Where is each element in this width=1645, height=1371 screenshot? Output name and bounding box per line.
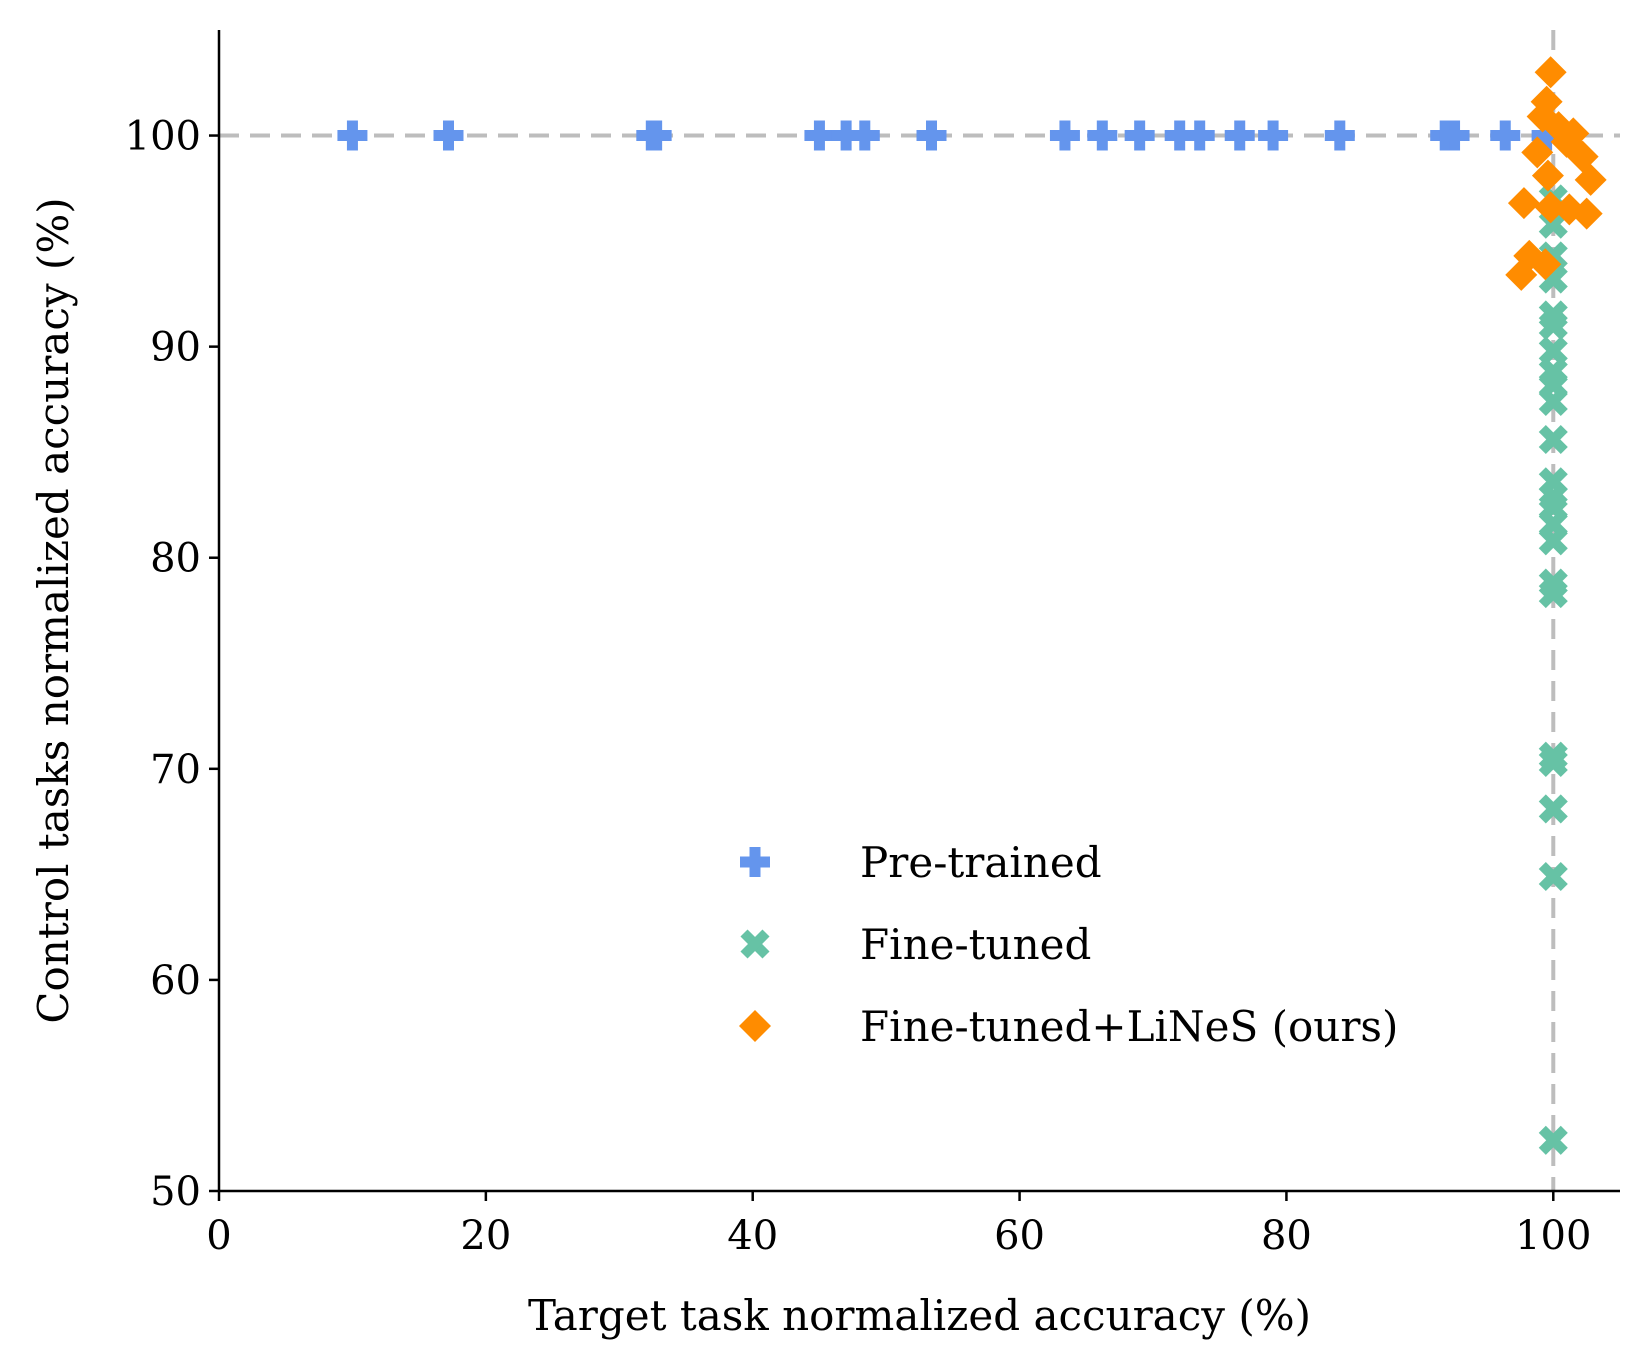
- x-tick-label: 60: [994, 1213, 1045, 1259]
- diamond-data-point: [1531, 159, 1564, 192]
- plus-data-point: [1049, 120, 1080, 151]
- plus-data-point: [1490, 120, 1521, 151]
- diamond-data-point: [1574, 163, 1607, 196]
- x-data-point: [1538, 424, 1568, 455]
- plus-data-point: [641, 120, 672, 151]
- legend-diamond-marker: [739, 1010, 771, 1042]
- legend-x-marker: [740, 929, 770, 959]
- x-marker-stroke: [1538, 424, 1568, 455]
- y-tick-label: 100: [125, 114, 201, 160]
- plus-data-point: [1087, 120, 1118, 151]
- ticks: 0 20 40 60 80 100 50 60 70 80 90 100: [125, 114, 1592, 1259]
- y-tick-label: 60: [150, 958, 201, 1004]
- y-tick-label: 70: [150, 747, 201, 793]
- x-data-point: [1538, 747, 1568, 778]
- x-data-point: [1538, 310, 1568, 341]
- plus-data-point: [1184, 120, 1215, 151]
- series-plus: [337, 120, 1562, 151]
- x-axis-label: Target task normalized accuracy (%): [528, 1291, 1311, 1340]
- diamond-data-point: [1534, 191, 1567, 224]
- y-axis-label: Control tasks normalized accuracy (%): [29, 197, 78, 1023]
- plus-data-point: [804, 120, 835, 151]
- plus-data-point: [1439, 120, 1470, 151]
- diamond-data-point: [1570, 197, 1603, 230]
- legend-item: Fine-tuned: [740, 920, 1091, 969]
- legend-plus-marker: [740, 847, 770, 877]
- plus-data-point: [337, 120, 368, 151]
- x-data-point: [1538, 579, 1568, 609]
- plus-data-point: [1124, 120, 1155, 151]
- x-tick-label: 0: [206, 1213, 231, 1259]
- x-marker-stroke: [1538, 209, 1568, 239]
- legend: Pre-trained Fine-tuned Fine-tuned+LiNeS (o…: [739, 838, 1398, 1051]
- x-data-point: [1538, 861, 1568, 892]
- plus-data-point: [916, 120, 947, 151]
- x-marker-stroke: [1538, 747, 1568, 778]
- legend-item: Fine-tuned+LiNeS (ours): [739, 1002, 1398, 1051]
- legend-label: Fine-tuned: [860, 920, 1091, 969]
- plus-data-point: [831, 120, 862, 151]
- x-data-point: [1538, 794, 1568, 824]
- diamond-data-point: [1505, 258, 1538, 291]
- x-marker-stroke: [1538, 861, 1568, 892]
- x-data-point: [1538, 386, 1568, 417]
- series-diamond: [1505, 56, 1607, 291]
- x-marker-stroke: [1538, 526, 1568, 556]
- x-marker-stroke: [1538, 386, 1568, 417]
- legend-item: Pre-trained: [740, 838, 1102, 887]
- x-marker-stroke: [1538, 579, 1568, 609]
- x-marker-stroke: [1538, 310, 1568, 341]
- legend-label: Fine-tuned+LiNeS (ours): [860, 1002, 1398, 1051]
- plus-data-point: [1324, 120, 1355, 151]
- plus-data-point: [1531, 120, 1562, 151]
- y-tick-label: 50: [150, 1169, 201, 1215]
- diamond-data-point: [1507, 187, 1540, 220]
- plus-data-point: [433, 120, 464, 151]
- y-tick-label: 90: [150, 325, 201, 371]
- data-markers: [337, 56, 1607, 1155]
- legend-label: Pre-trained: [860, 838, 1102, 887]
- x-marker-stroke: [740, 929, 770, 959]
- axes: [217, 30, 1620, 1193]
- diamond-data-point: [1534, 56, 1567, 89]
- x-data-point: [1538, 1125, 1568, 1155]
- x-marker-stroke: [1538, 264, 1568, 294]
- x-marker-stroke: [1538, 794, 1568, 824]
- x-tick-label: 40: [727, 1213, 778, 1259]
- plus-data-point: [849, 120, 880, 151]
- x-tick-label: 20: [460, 1213, 511, 1259]
- x-tick-label: 100: [1515, 1213, 1591, 1259]
- plus-data-point: [1258, 120, 1289, 151]
- x-data-point: [1538, 526, 1568, 556]
- plus-data-point: [1164, 120, 1195, 151]
- diamond-data-point: [1529, 248, 1562, 281]
- x-tick-label: 80: [1261, 1213, 1312, 1259]
- diamond-data-point: [1521, 136, 1554, 169]
- plus-data-point: [1224, 120, 1255, 151]
- y-tick-label: 80: [150, 536, 201, 582]
- x-marker-stroke: [1538, 1125, 1568, 1155]
- diamond-data-point: [1542, 111, 1575, 144]
